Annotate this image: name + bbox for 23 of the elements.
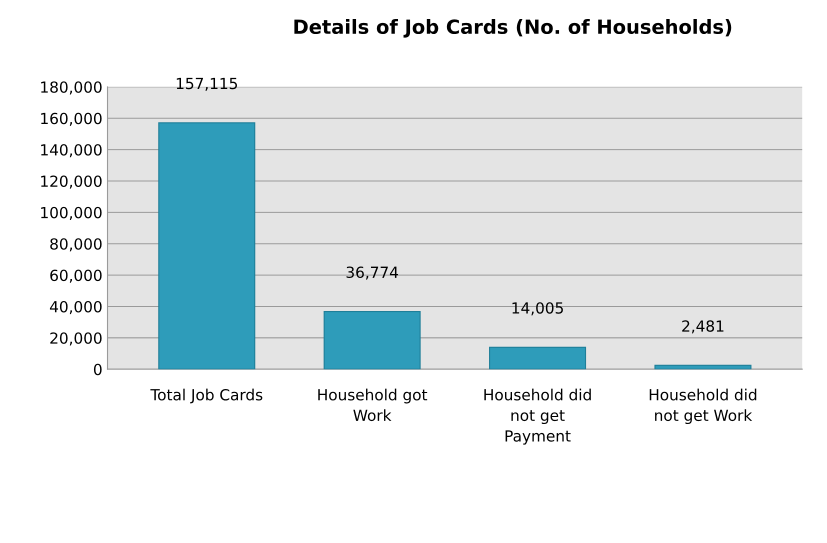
y-tick-label: 20,000: [50, 332, 102, 346]
y-tick-label: 0: [94, 364, 102, 376]
data-label: 2,481: [682, 320, 724, 334]
bar: [654, 364, 752, 370]
bar: [324, 311, 421, 370]
data-label: 14,005: [512, 302, 563, 316]
x-tick-label: Total Job Cards: [150, 388, 262, 404]
y-tick-label: 120,000: [41, 175, 102, 189]
y-tick-label: 80,000: [50, 238, 102, 252]
x-tick-label: Household did not get Work: [650, 388, 756, 424]
data-label: 36,774: [346, 266, 398, 280]
y-tick-label: 40,000: [50, 300, 102, 314]
y-tick-label: 140,000: [41, 144, 102, 158]
data-label: 157,115: [176, 78, 238, 91]
bar: [158, 122, 256, 370]
bar: [489, 346, 586, 370]
y-tick-label: 160,000: [41, 112, 102, 126]
x-tick-label: Household did not get Payment: [484, 388, 591, 445]
y-tick-label: 180,000: [41, 81, 102, 94]
y-tick-label: 60,000: [50, 270, 102, 283]
x-tick-label: Household got Work: [318, 388, 428, 422]
y-tick-label: 100,000: [41, 206, 102, 220]
chart-title: Details of Job Cards (No. of Households): [294, 19, 732, 38]
